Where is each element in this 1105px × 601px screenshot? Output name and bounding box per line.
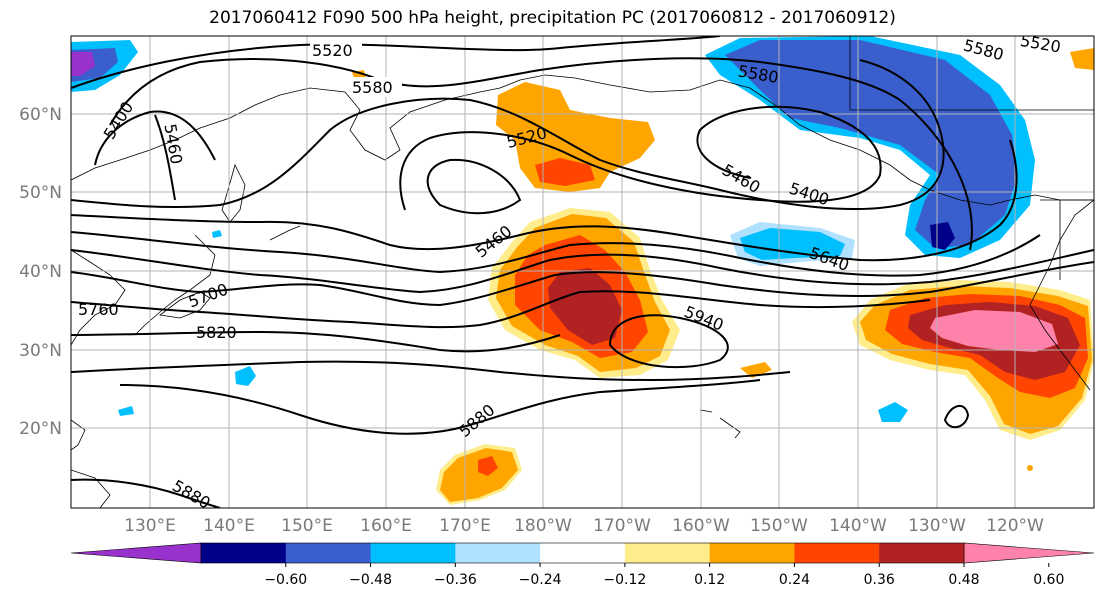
- longitude-labels: 130°E 140°E 150°E 160°E 170°E 180°W 170°…: [124, 516, 1044, 536]
- colorbar-segment: [201, 543, 287, 563]
- colorbar-segment: [285, 543, 372, 563]
- colorbar-tick-label: −0.36: [434, 572, 477, 588]
- lon-label: 130°E: [124, 516, 176, 536]
- colorbar-segment: [540, 543, 626, 563]
- precip-shading: [71, 36, 1094, 505]
- colorbar-tick-label: −0.60: [264, 572, 307, 588]
- latitude-labels: 60°N 50°N 40°N 30°N 20°N: [19, 105, 62, 439]
- lon-label: 150°W: [750, 516, 808, 536]
- colorbar-tick-label: 0.48: [948, 572, 979, 588]
- contour-label: 5760: [78, 300, 119, 319]
- colorbar-segment: [879, 543, 965, 563]
- map-title: 2017060412 F090 500 hPa height, precipit…: [209, 8, 896, 28]
- colorbar-tick-label: 0.60: [1033, 572, 1064, 588]
- colorbar-segment: [455, 543, 541, 563]
- lon-label: 180°W: [514, 516, 572, 536]
- colorbar-extend-high: [963, 542, 1095, 564]
- lon-label: 170°W: [593, 516, 651, 536]
- lon-label: 160°E: [360, 516, 412, 536]
- colorbar-segment: [709, 543, 795, 563]
- colorbar-extend-low: [70, 542, 202, 564]
- map-frame: [70, 35, 1095, 509]
- colorbar: −0.60 −0.48 −0.36 −0.24 −0.12 0.12 0.24 0.36 0.4…: [70, 542, 1095, 588]
- colorbar-tick-label: −0.24: [519, 572, 562, 588]
- lon-label: 160°W: [672, 516, 730, 536]
- colorbar-tick-label: −0.48: [349, 572, 392, 588]
- colorbar-tick-label: 0.36: [864, 572, 895, 588]
- lat-label: 50°N: [19, 183, 62, 203]
- colorbar-segment: [624, 543, 711, 563]
- colorbar-tick-label: 0.12: [694, 572, 725, 588]
- lon-label: 140°E: [203, 516, 255, 536]
- lat-label: 60°N: [19, 105, 62, 125]
- lat-label: 30°N: [19, 341, 62, 361]
- lon-label: 130°W: [908, 516, 966, 536]
- colorbar-segment: [370, 543, 456, 563]
- lat-label: 20°N: [19, 419, 62, 439]
- colorbar-tick-label: −0.12: [603, 572, 646, 588]
- height-contours: [71, 36, 1094, 508]
- lat-label: 40°N: [19, 262, 62, 282]
- contour-label: 5580: [352, 78, 393, 97]
- contour-label: 5820: [196, 323, 237, 342]
- gridlines: [71, 36, 1094, 508]
- lon-label: 170°E: [439, 516, 491, 536]
- colorbar-outline: [200, 542, 965, 564]
- lon-label: 140°W: [829, 516, 887, 536]
- colorbar-segment: [794, 543, 880, 563]
- colorbar-tick-label: 0.24: [779, 572, 810, 588]
- lon-label: 150°E: [281, 516, 333, 536]
- contour-label: 5520: [312, 41, 353, 60]
- lon-label: 120°W: [986, 516, 1044, 536]
